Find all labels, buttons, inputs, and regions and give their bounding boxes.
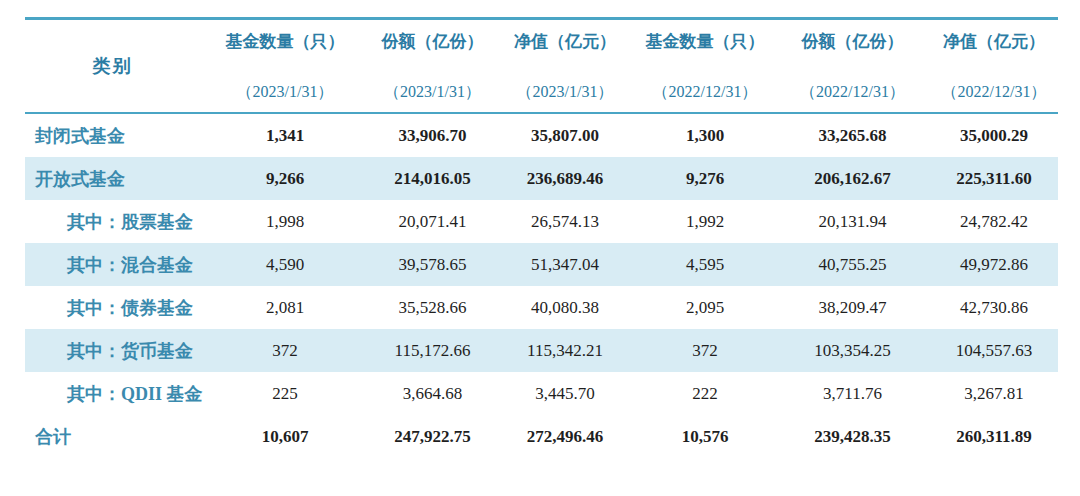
value-cell: 103,354.25 [775, 341, 930, 361]
fund-statistics-table: 类别 基金数量（只） （2023/1/31） 份额（亿份） （2023/1/31… [25, 17, 1058, 458]
value-cell: 35,807.00 [495, 126, 635, 146]
value-cell: 49,972.86 [930, 255, 1058, 275]
table-row-closed-end-funds: 封闭式基金 1,341 33,906.70 35,807.00 1,300 33… [25, 114, 1058, 157]
table-row-qdii-funds: 其中：QDII 基金 225 3,664.68 3,445.70 222 3,7… [25, 372, 1058, 415]
column-title: 基金数量（只） [226, 33, 345, 50]
table-row-total: 合计 10,607 247,922.75 272,496.46 10,576 2… [25, 415, 1058, 458]
value-cell: 225 [200, 384, 370, 404]
table-row-equity-funds: 其中：股票基金 1,998 20,071.41 26,574.13 1,992 … [25, 200, 1058, 243]
value-cell: 214,016.05 [370, 169, 495, 189]
value-cell: 1,992 [635, 212, 775, 232]
value-cell: 1,998 [200, 212, 370, 232]
value-cell: 9,266 [200, 169, 370, 189]
category-cell: 其中：股票基金 [25, 210, 200, 234]
column-date: （2022/12/31） [800, 84, 905, 100]
value-cell: 39,578.65 [370, 255, 495, 275]
value-cell: 9,276 [635, 169, 775, 189]
value-cell: 20,131.94 [775, 212, 930, 232]
value-cell: 24,782.42 [930, 212, 1058, 232]
table-header-row: 类别 基金数量（只） （2023/1/31） 份额（亿份） （2023/1/31… [25, 20, 1058, 114]
value-cell: 4,595 [635, 255, 775, 275]
column-header-nav-2023: 净值（亿元） （2023/1/31） [495, 20, 635, 112]
value-cell: 247,922.75 [370, 427, 495, 447]
value-cell: 40,080.38 [495, 298, 635, 318]
value-cell: 51,347.04 [495, 255, 635, 275]
value-cell: 222 [635, 384, 775, 404]
table-row-open-end-funds: 开放式基金 9,266 214,016.05 236,689.46 9,276 … [25, 157, 1058, 200]
value-cell: 206,162.67 [775, 169, 930, 189]
value-cell: 104,557.63 [930, 341, 1058, 361]
value-cell: 42,730.86 [930, 298, 1058, 318]
category-cell: 开放式基金 [25, 167, 200, 191]
value-cell: 225,311.60 [930, 169, 1058, 189]
value-cell: 372 [200, 341, 370, 361]
category-cell: 其中：混合基金 [25, 253, 200, 277]
value-cell: 40,755.25 [775, 255, 930, 275]
value-cell: 115,342.21 [495, 341, 635, 361]
value-cell: 10,576 [635, 427, 775, 447]
column-header-shares-2023: 份额（亿份） （2023/1/31） [370, 20, 495, 112]
value-cell: 35,528.66 [370, 298, 495, 318]
column-header-fund-count-2022: 基金数量（只） （2022/12/31） [635, 20, 775, 112]
value-cell: 260,311.89 [930, 427, 1058, 447]
value-cell: 35,000.29 [930, 126, 1058, 146]
value-cell: 3,267.81 [930, 384, 1058, 404]
column-title: 净值（亿元） [514, 33, 616, 50]
category-cell: 封闭式基金 [25, 124, 200, 148]
column-date: （2023/1/31） [237, 84, 334, 100]
value-cell: 236,689.46 [495, 169, 635, 189]
column-title: 基金数量（只） [646, 33, 765, 50]
value-cell: 10,607 [200, 427, 370, 447]
column-date: （2022/12/31） [942, 84, 1047, 100]
value-cell: 372 [635, 341, 775, 361]
value-cell: 1,341 [200, 126, 370, 146]
table-row-hybrid-funds: 其中：混合基金 4,590 39,578.65 51,347.04 4,595 … [25, 243, 1058, 286]
column-date: （2022/12/31） [653, 84, 758, 100]
category-column-header: 类别 [25, 54, 200, 78]
value-cell: 38,209.47 [775, 298, 930, 318]
category-cell: 合计 [25, 425, 200, 449]
column-title: 份额（亿份） [382, 33, 484, 50]
value-cell: 239,428.35 [775, 427, 930, 447]
value-cell: 26,574.13 [495, 212, 635, 232]
value-cell: 20,071.41 [370, 212, 495, 232]
value-cell: 3,711.76 [775, 384, 930, 404]
value-cell: 2,095 [635, 298, 775, 318]
category-cell: 其中：货币基金 [25, 339, 200, 363]
category-cell: 其中：债券基金 [25, 296, 200, 320]
column-title: 净值（亿元） [943, 33, 1045, 50]
value-cell: 33,906.70 [370, 126, 495, 146]
value-cell: 1,300 [635, 126, 775, 146]
value-cell: 3,445.70 [495, 384, 635, 404]
value-cell: 33,265.68 [775, 126, 930, 146]
category-cell: 其中：QDII 基金 [25, 382, 200, 406]
value-cell: 2,081 [200, 298, 370, 318]
column-title: 份额（亿份） [802, 33, 904, 50]
column-header-shares-2022: 份额（亿份） （2022/12/31） [775, 20, 930, 112]
column-header-fund-count-2023: 基金数量（只） （2023/1/31） [200, 20, 370, 112]
value-cell: 3,664.68 [370, 384, 495, 404]
column-date: （2023/1/31） [517, 84, 614, 100]
value-cell: 115,172.66 [370, 341, 495, 361]
column-date: （2023/1/31） [384, 84, 481, 100]
table-row-bond-funds: 其中：债券基金 2,081 35,528.66 40,080.38 2,095 … [25, 286, 1058, 329]
table-row-money-market-funds: 其中：货币基金 372 115,172.66 115,342.21 372 10… [25, 329, 1058, 372]
value-cell: 272,496.46 [495, 427, 635, 447]
column-header-nav-2022: 净值（亿元） （2022/12/31） [930, 20, 1058, 112]
value-cell: 4,590 [200, 255, 370, 275]
